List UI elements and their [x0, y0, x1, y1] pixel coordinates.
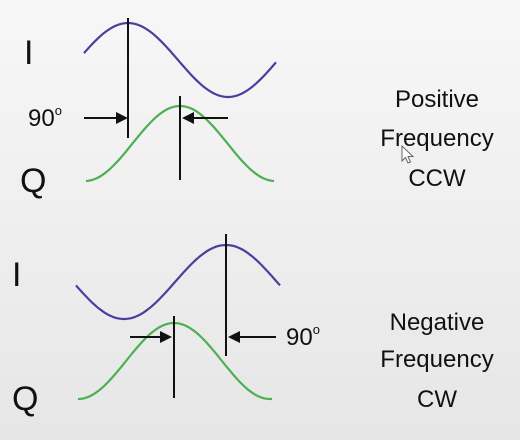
positive-i-waveform — [83, 21, 277, 99]
positive-right-arrowhead-icon — [182, 112, 194, 124]
negative-q-label: Q — [12, 380, 38, 418]
positive-frequency-section: I Q 90o Positive Frequency CCW — [20, 18, 494, 200]
positive-caption-line-2: Frequency — [380, 125, 493, 152]
positive-caption-line-1: Positive — [395, 86, 479, 113]
negative-i-waveform — [75, 243, 281, 321]
negative-left-arrowhead-icon — [160, 331, 172, 343]
negative-i-label: I — [12, 256, 21, 294]
negative-frequency-section: I Q 90o Negative Frequency CW — [12, 234, 494, 418]
positive-q-label: Q — [20, 162, 46, 200]
negative-caption-line-3: CW — [417, 386, 457, 413]
positive-caption-line-3: CCW — [408, 165, 466, 192]
mouse-pointer-icon — [401, 144, 415, 164]
negative-caption-line-2: Frequency — [380, 346, 493, 373]
negative-caption-line-1: Negative — [390, 309, 485, 336]
negative-right-arrowhead-icon — [228, 331, 240, 343]
negative-phase-label: 90o — [286, 322, 320, 351]
positive-phase-label: 90o — [28, 103, 62, 132]
positive-left-arrowhead-icon — [116, 112, 128, 124]
positive-i-label: I — [24, 34, 33, 72]
